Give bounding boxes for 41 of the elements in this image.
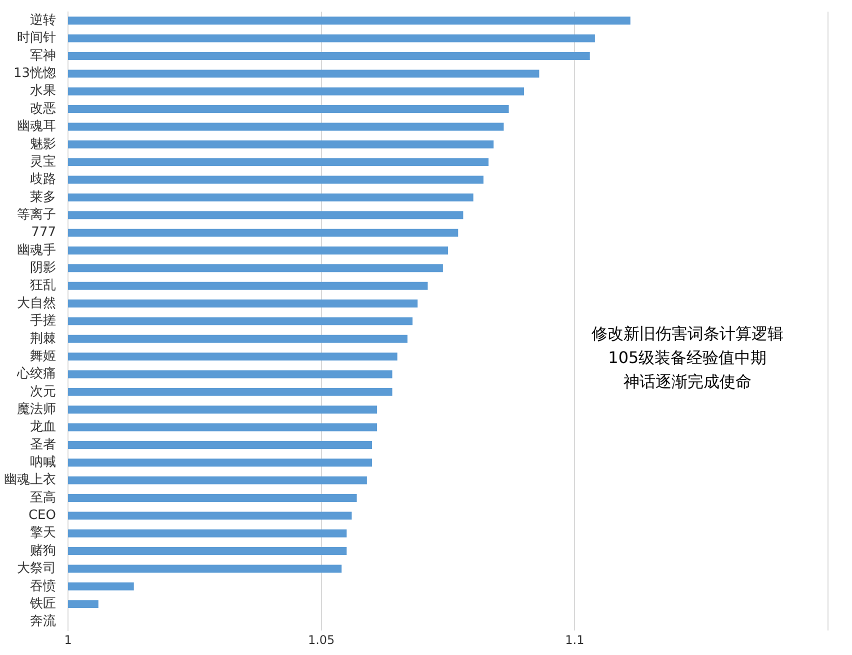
y-tick-label: 等离子 [17,206,56,222]
y-tick-label: 逆转 [30,13,56,28]
y-tick-label: 幽魂上衣 [4,472,56,488]
y-tick-label: 荆棘 [30,331,56,346]
y-tick-label: 大自然 [17,296,56,311]
y-tick-label: 军神 [30,48,56,64]
x-tick-label: 1.05 [308,632,335,647]
y-tick-label: 圣者 [30,437,56,452]
x-tick-label: 1.1 [565,632,584,647]
y-tick-label: 吞愤 [30,578,56,594]
y-tick-label: 777 [31,225,56,240]
y-tick-label: 狂乱 [30,278,56,294]
y-tick-label: 时间针 [17,30,56,46]
y-tick-label: 莱多 [30,190,56,205]
y-tick-label: 铁匠 [29,596,56,612]
y-tick-label: 至高 [30,489,56,506]
y-tick-label: 13恍惚 [13,66,56,82]
y-tick-label: CEO [28,508,56,524]
y-tick-label: 水果 [30,84,56,99]
y-tick-label: 呐喊 [30,455,56,470]
y-tick-label: 赌狗 [30,543,56,558]
y-tick-label: 次元 [30,384,56,400]
y-tick-label: 灵宝 [30,153,56,170]
y-tick-label: 大祭司 [17,561,56,576]
annotation: 神话逐渐完成使命 [623,372,752,392]
annotation: 修改新旧伤害词条计算逻辑 [591,324,784,344]
x-tick-label: 1 [64,632,72,647]
y-tick-label: 手搓 [30,314,56,329]
y-tick-label: 改恶 [30,101,56,116]
annotation: 105级装备经验值中期 [608,348,767,368]
y-tick-label: 幽魂手 [17,242,56,258]
y-tick-label: 龙血 [30,420,56,435]
y-tick-label: 阴影 [30,260,56,276]
y-tick-label: 舞姬 [30,348,56,364]
y-tick-label: 奔流 [30,613,56,630]
y-tick-label: 擎天 [30,526,56,541]
y-tick-label: 歧路 [30,172,56,188]
y-tick-label: 魅影 [30,136,56,152]
y-tick-label: 幽魂耳 [17,119,56,134]
y-tick-label: 魔法师 [17,402,56,417]
y-tick-label: 心绞痛 [16,366,56,382]
